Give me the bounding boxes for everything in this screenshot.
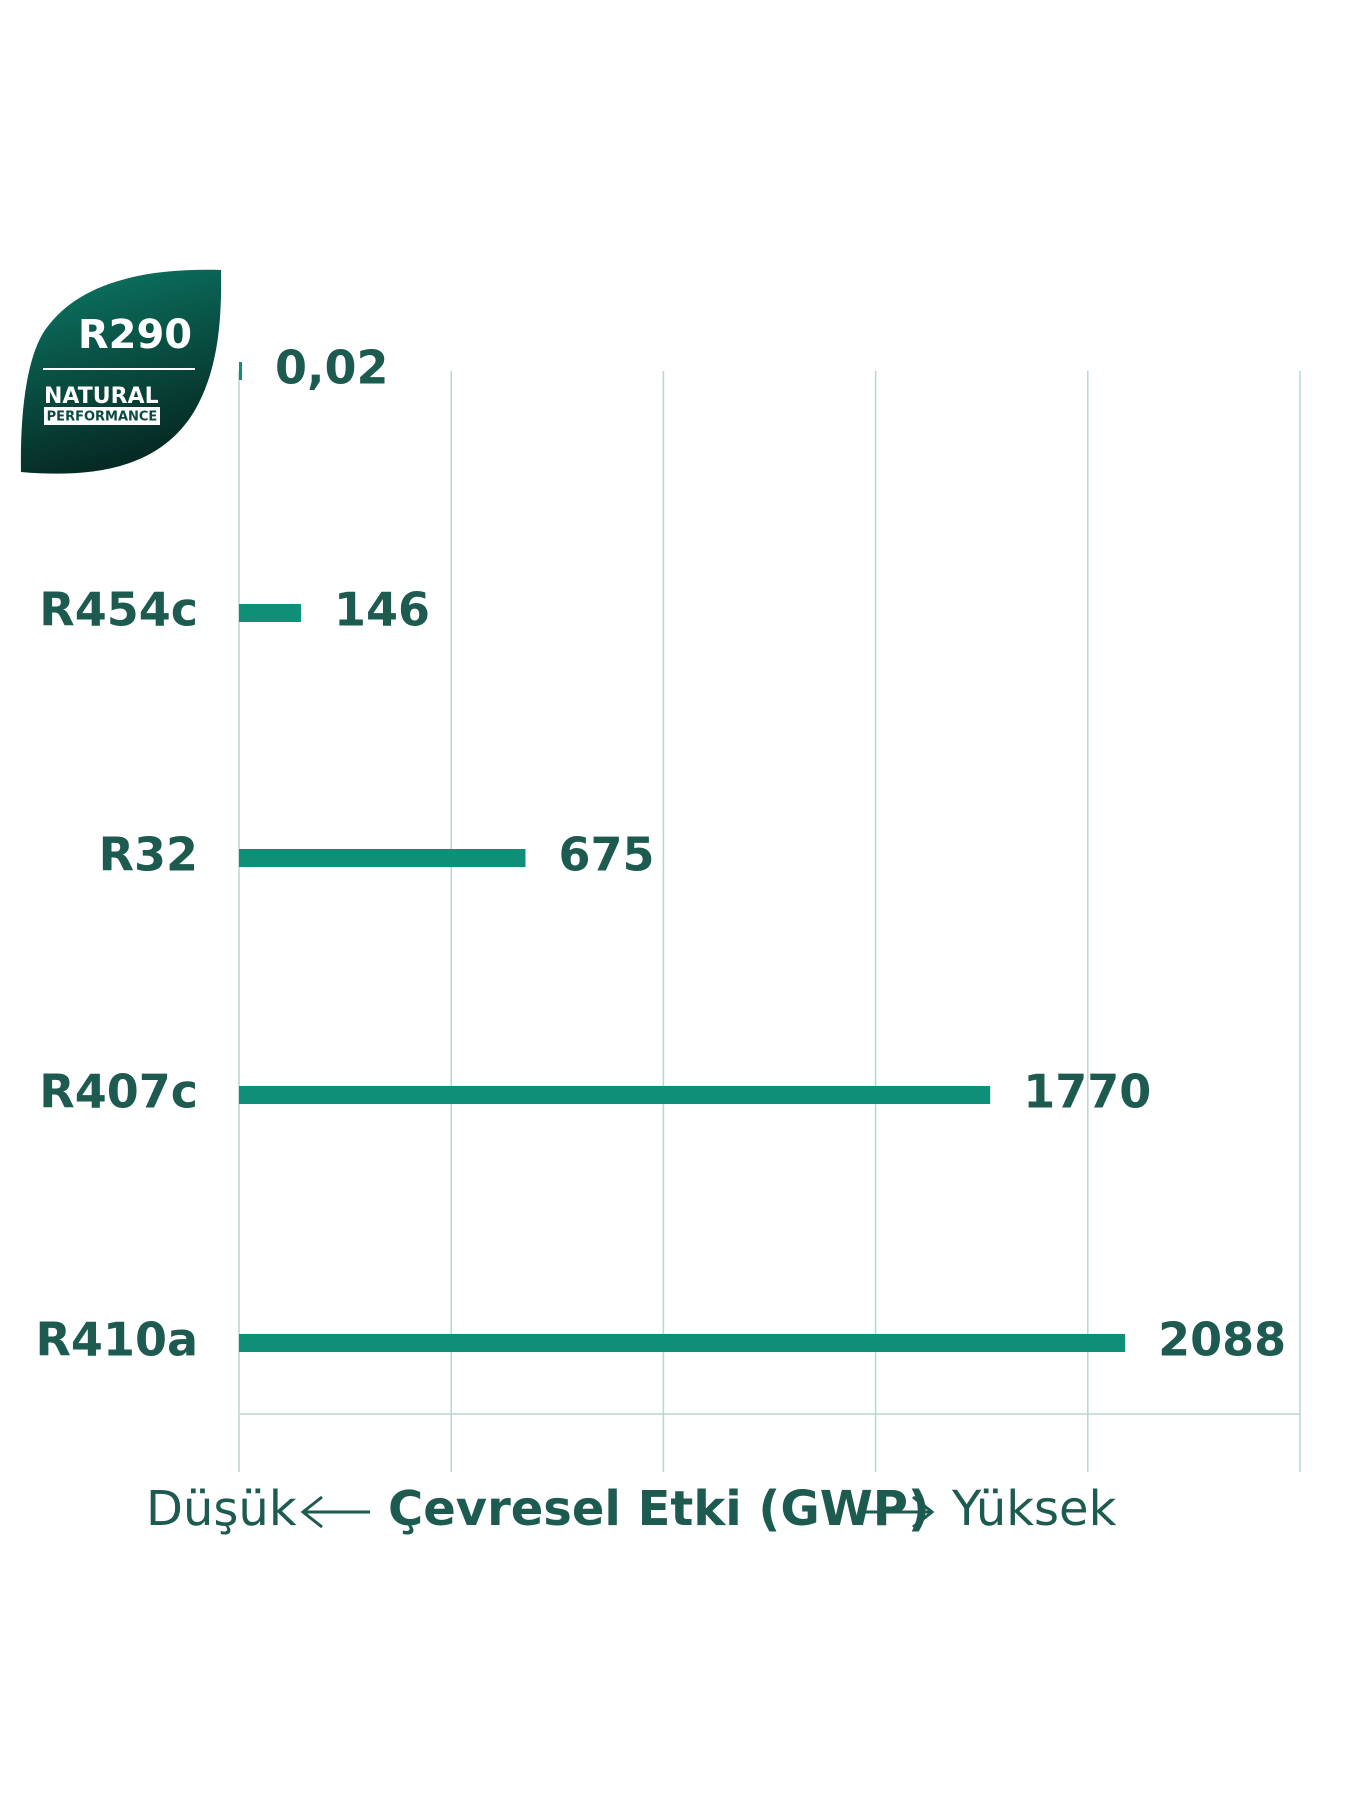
badge-box [44, 407, 160, 425]
category-label: R407c [39, 1065, 198, 1119]
category-label: R32 [99, 828, 198, 882]
value-label: 146 [334, 583, 430, 637]
value-label: 0,02 [275, 341, 389, 395]
axis-title: Çevresel Etki (GWP) [388, 1481, 930, 1537]
badge-leaf [20, 269, 222, 474]
badge: R290 NATURAL PERFORMANCE [20, 269, 222, 474]
bar [239, 849, 526, 867]
value-label: 675 [558, 828, 654, 882]
bar [239, 1334, 1126, 1352]
bar [239, 1086, 991, 1104]
badge-line2: PERFORMANCE [47, 410, 158, 425]
axis-high: Yüksek [951, 1481, 1117, 1537]
bar [239, 362, 242, 380]
arrow-right [865, 1495, 935, 1529]
value-label: 1770 [1023, 1065, 1151, 1119]
category-label: R410a [36, 1313, 198, 1367]
value-label: 2088 [1158, 1313, 1286, 1367]
bar [239, 604, 301, 622]
badge-category: R290 [78, 312, 192, 358]
category-label: R454c [39, 583, 198, 637]
badge-line1: NATURAL [44, 384, 159, 409]
axis-low: Düşük [146, 1481, 297, 1537]
arrow-left [300, 1495, 370, 1529]
